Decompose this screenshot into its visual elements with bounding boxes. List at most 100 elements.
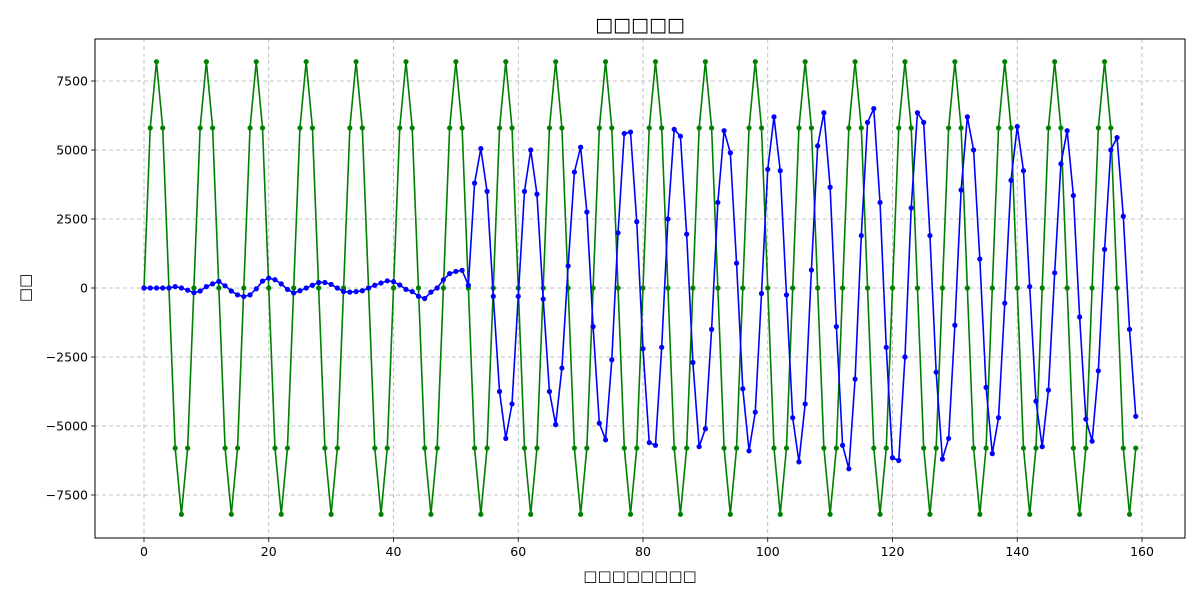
data-point-marker <box>334 445 340 451</box>
data-point-marker <box>1039 285 1045 291</box>
x-tick-label: 120 <box>881 544 905 559</box>
data-point-marker <box>534 191 540 197</box>
data-point-marker <box>160 285 166 291</box>
data-point-marker <box>852 59 858 65</box>
data-point-marker <box>291 285 297 291</box>
data-point-marker <box>322 279 328 286</box>
data-point-marker <box>191 290 197 296</box>
data-point-marker <box>228 511 234 517</box>
data-point-marker <box>378 280 384 286</box>
data-point-marker <box>783 292 790 298</box>
data-point-marker <box>272 277 278 283</box>
data-point-marker <box>609 357 615 363</box>
data-point-marker <box>403 286 409 292</box>
data-point-marker <box>297 288 303 294</box>
plot-area <box>94 38 1186 539</box>
data-point-marker <box>702 426 708 432</box>
x-tick-label: 20 <box>261 544 277 559</box>
data-point-marker <box>178 511 185 517</box>
data-point-marker <box>1052 59 1058 65</box>
data-point-marker <box>715 199 721 206</box>
data-point-marker <box>765 285 771 291</box>
data-point-marker <box>989 451 995 457</box>
data-point-marker <box>359 288 365 294</box>
data-point-marker <box>1077 314 1083 320</box>
data-point-marker <box>309 282 316 288</box>
data-point-marker <box>783 445 790 451</box>
data-point-marker <box>415 293 422 299</box>
data-point-marker <box>846 125 852 131</box>
data-point-marker <box>1008 177 1014 183</box>
data-point-marker <box>1008 125 1014 131</box>
data-point-marker <box>447 125 453 131</box>
data-point-marker <box>908 125 914 131</box>
data-point-marker <box>914 110 921 116</box>
data-point-marker <box>883 445 889 451</box>
data-point-marker <box>902 59 908 65</box>
data-point-marker <box>946 435 952 442</box>
data-point-marker <box>1108 147 1114 153</box>
data-point-marker <box>1120 445 1126 451</box>
data-point-marker <box>390 279 397 285</box>
data-point-marker <box>578 511 584 517</box>
data-point-marker <box>659 125 665 131</box>
data-point-marker <box>147 125 153 131</box>
data-point-marker <box>840 285 846 291</box>
data-point-marker <box>316 285 322 291</box>
data-point-marker <box>858 125 864 131</box>
data-point-marker <box>359 125 365 131</box>
data-point-marker <box>921 119 927 125</box>
data-point-marker <box>1133 445 1139 451</box>
data-point-marker <box>883 344 889 350</box>
data-point-marker <box>197 288 203 294</box>
data-point-marker <box>733 260 740 266</box>
data-point-marker <box>696 444 702 450</box>
x-tick-label: 80 <box>635 544 651 559</box>
data-point-marker <box>185 287 191 293</box>
data-point-marker <box>241 293 247 300</box>
data-point-marker <box>977 256 983 262</box>
data-point-marker <box>634 445 640 451</box>
data-point-marker <box>291 290 297 296</box>
data-point-marker <box>528 511 534 517</box>
data-point-marker <box>503 59 509 65</box>
x-tick-label: 160 <box>1130 544 1154 559</box>
data-point-marker <box>241 285 247 291</box>
data-point-marker <box>440 285 446 291</box>
data-point-marker <box>1070 445 1076 451</box>
data-point-marker <box>758 290 765 297</box>
data-point-marker <box>141 285 147 291</box>
data-point-marker <box>278 511 284 517</box>
data-point-marker <box>958 125 964 131</box>
data-point-marker <box>471 180 478 186</box>
data-point-marker <box>210 281 216 287</box>
data-point-marker <box>1052 270 1058 276</box>
data-point-marker <box>777 511 783 517</box>
data-point-marker <box>659 344 665 350</box>
data-point-marker <box>939 456 946 462</box>
data-point-marker <box>147 285 153 291</box>
data-point-marker <box>914 285 921 291</box>
data-point-marker <box>521 188 528 194</box>
data-point-marker <box>808 125 815 131</box>
data-point-marker <box>684 231 690 237</box>
data-point-marker <box>677 511 684 517</box>
data-point-marker <box>259 125 266 131</box>
data-point-marker <box>1058 125 1064 131</box>
data-point-marker <box>316 279 322 286</box>
data-point-marker <box>995 415 1002 421</box>
data-point-marker <box>1014 285 1020 291</box>
data-point-marker <box>1014 123 1020 130</box>
y-axis-label: □□ <box>16 274 34 302</box>
data-point-marker <box>434 285 440 291</box>
data-point-marker <box>528 147 534 153</box>
data-point-marker <box>821 445 827 451</box>
x-tick-label: 100 <box>756 544 780 559</box>
data-point-marker <box>234 292 241 298</box>
data-point-marker <box>347 289 353 295</box>
data-point-marker <box>496 388 503 395</box>
data-point-marker <box>272 445 278 451</box>
data-point-marker <box>1114 285 1120 291</box>
data-point-marker <box>908 205 914 211</box>
data-point-marker <box>503 435 509 442</box>
